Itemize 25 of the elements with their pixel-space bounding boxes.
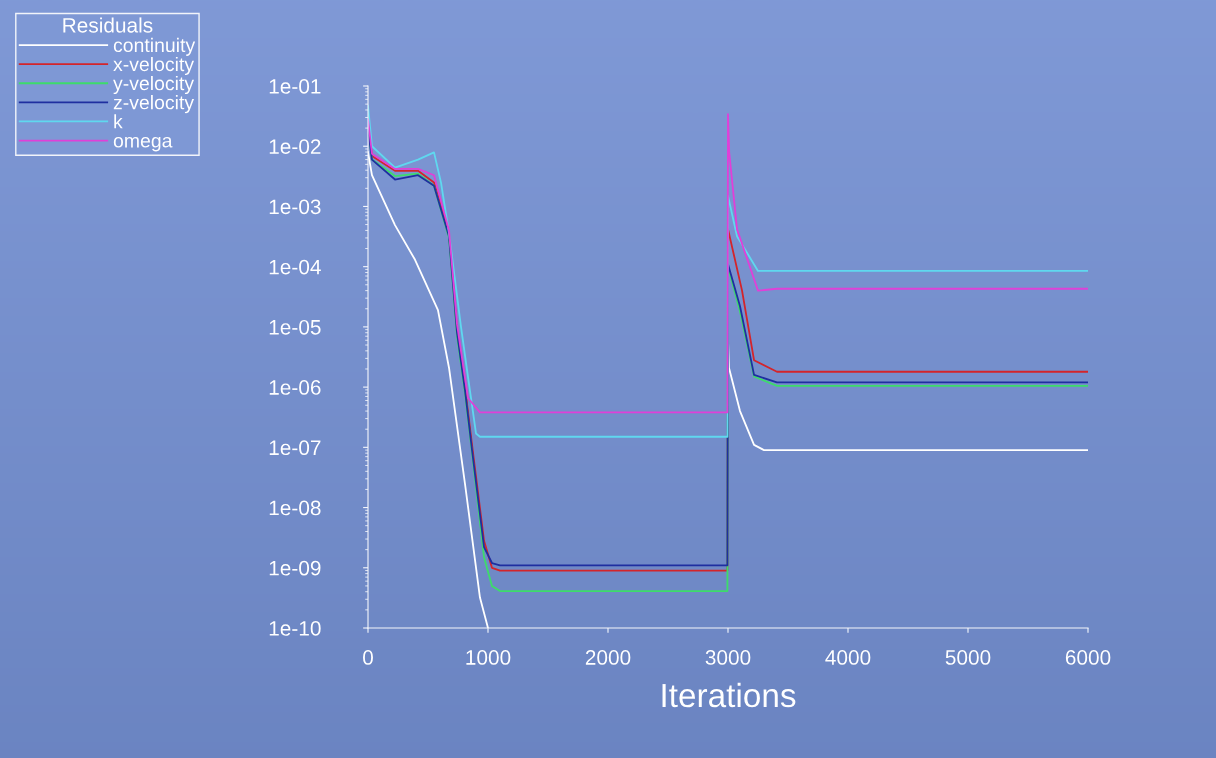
y-tick-label: 1e-09	[269, 560, 321, 576]
x-tick-label: 6000	[1065, 650, 1111, 665]
x-tick-label: 2000	[585, 650, 631, 665]
y-tick-label: 1e-07	[269, 440, 321, 456]
x-tick-label: 4000	[825, 650, 871, 665]
legend-label: x-velocity	[113, 56, 195, 76]
legend-label: omega	[113, 136, 173, 152]
legend-label: z-velocity	[113, 95, 195, 114]
legend-label: k	[114, 114, 123, 129]
legend-title: Residuals	[63, 17, 153, 33]
y-tick-label: 1e-02	[269, 139, 321, 154]
x-tick-label: 0	[363, 650, 373, 665]
x-tick-label: 1000	[466, 650, 511, 665]
y-tick-label: 1e-01	[269, 79, 321, 94]
x-tick-label: 3000	[705, 650, 751, 665]
legend-label: continuity	[113, 37, 196, 56]
y-tick-label: 1e-04	[269, 259, 321, 275]
x-axis-title: Iterations	[662, 682, 796, 708]
y-tick-label: 1e-06	[269, 380, 321, 395]
y-tick-label: 1e-05	[269, 319, 321, 335]
y-tick-label: 1e-10	[269, 621, 321, 636]
legend-label: y-velocity	[113, 75, 195, 95]
x-tick-label: 5000	[945, 650, 991, 665]
y-tick-label: 1e-03	[269, 199, 321, 215]
y-tick-label: 1e-08	[269, 500, 321, 516]
